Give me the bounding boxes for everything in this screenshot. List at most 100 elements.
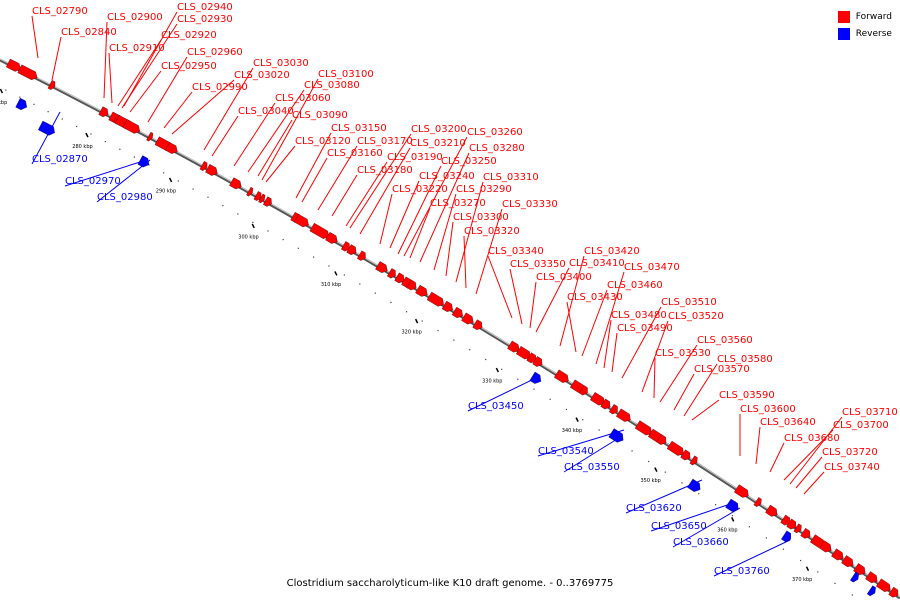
gene-label[interactable]: CLS_03040 [238, 106, 294, 117]
forward-gene[interactable] [341, 241, 350, 252]
gene-label[interactable]: CLS_03520 [668, 311, 724, 322]
reverse-gene[interactable] [529, 371, 542, 384]
forward-gene[interactable] [165, 142, 178, 154]
forward-gene[interactable] [786, 518, 797, 530]
forward-gene[interactable] [526, 352, 537, 364]
reverse-gene[interactable] [781, 530, 791, 542]
forward-gene[interactable] [634, 420, 652, 436]
gene-label[interactable]: CLS_03640 [760, 417, 816, 428]
gene-label[interactable]: CLS_03340 [488, 246, 544, 257]
gene-label[interactable]: CLS_03420 [584, 246, 640, 257]
forward-gene[interactable] [680, 449, 691, 461]
forward-gene[interactable] [205, 164, 218, 176]
forward-gene[interactable] [253, 191, 262, 201]
gene-label[interactable]: CLS_02990 [192, 82, 248, 93]
gene-label[interactable]: CLS_03570 [694, 364, 750, 375]
forward-gene[interactable] [734, 484, 749, 498]
gene-label[interactable]: CLS_03400 [536, 272, 592, 283]
forward-gene[interactable] [472, 319, 483, 331]
gene-label[interactable]: CLS_02840 [61, 27, 117, 38]
gene-label[interactable]: CLS_03530 [655, 348, 711, 359]
gene-label[interactable]: CLS_03030 [253, 58, 309, 69]
gene-label[interactable]: CLS_03650 [651, 521, 707, 532]
gene-label[interactable]: CLS_03430 [567, 292, 623, 303]
forward-gene[interactable] [146, 131, 154, 142]
forward-gene[interactable] [394, 272, 405, 284]
forward-gene[interactable] [246, 186, 254, 197]
reverse-gene[interactable] [866, 585, 876, 597]
gene-label[interactable]: CLS_02940 [177, 2, 233, 13]
forward-gene[interactable] [616, 408, 631, 422]
gene-label[interactable]: CLS_03250 [441, 156, 497, 167]
gene-label[interactable]: CLS_03350 [510, 259, 566, 270]
forward-gene[interactable] [17, 64, 38, 81]
gene-label[interactable]: CLS_03180 [357, 165, 413, 176]
reverse-gene[interactable] [850, 571, 859, 583]
gene-label[interactable]: CLS_03300 [453, 212, 509, 223]
forward-gene[interactable] [357, 250, 366, 261]
gene-label[interactable]: CLS_03460 [607, 280, 663, 291]
gene-label[interactable]: CLS_02900 [107, 12, 163, 23]
gene-label[interactable]: CLS_03150 [331, 123, 387, 134]
forward-gene[interactable] [229, 177, 242, 190]
gene-label[interactable]: CLS_03100 [318, 69, 374, 80]
gene-label[interactable]: CLS_03490 [617, 323, 673, 334]
gene-label[interactable]: CLS_03190 [387, 152, 443, 163]
reverse-gene[interactable] [608, 428, 624, 443]
gene-label[interactable]: CLS_03760 [714, 566, 770, 577]
gene-label[interactable]: CLS_03510 [661, 297, 717, 308]
reverse-gene[interactable] [137, 155, 150, 168]
forward-gene[interactable] [47, 79, 56, 90]
forward-gene[interactable] [325, 231, 338, 244]
gene-label[interactable]: CLS_02960 [187, 47, 243, 58]
forward-gene[interactable] [309, 222, 330, 239]
forward-gene[interactable] [532, 356, 543, 367]
gene-label[interactable]: CLS_03310 [483, 172, 539, 183]
forward-gene[interactable] [415, 284, 428, 297]
forward-gene[interactable] [831, 548, 844, 561]
gene-label[interactable]: CLS_03410 [569, 258, 625, 269]
gene-label[interactable]: CLS_03160 [327, 148, 383, 159]
gene-label[interactable]: CLS_03540 [538, 446, 594, 457]
forward-gene[interactable] [888, 586, 899, 598]
forward-gene[interactable] [666, 440, 684, 456]
forward-gene[interactable] [98, 106, 109, 118]
forward-gene[interactable] [590, 392, 605, 406]
gene-label[interactable]: CLS_03580 [717, 354, 773, 365]
gene-label[interactable]: CLS_03720 [822, 447, 878, 458]
forward-gene[interactable] [5, 58, 21, 72]
gene-label[interactable]: CLS_02910 [109, 43, 165, 54]
gene-label[interactable]: CLS_03330 [502, 199, 558, 210]
forward-gene[interactable] [800, 527, 811, 539]
gene-label[interactable]: CLS_03620 [626, 503, 682, 514]
forward-gene[interactable] [293, 214, 309, 228]
gene-label[interactable]: CLS_03600 [740, 404, 796, 415]
gene-label[interactable]: CLS_03550 [564, 462, 620, 473]
gene-label[interactable]: CLS_03170 [357, 136, 413, 147]
gene-label[interactable]: CLS_03080 [304, 80, 360, 91]
gene-label[interactable]: CLS_03120 [295, 136, 351, 147]
forward-gene[interactable] [426, 291, 444, 307]
forward-gene[interactable] [876, 578, 891, 592]
gene-label[interactable]: CLS_03240 [419, 171, 475, 182]
gene-label[interactable]: CLS_02980 [97, 192, 153, 203]
gene-label[interactable]: CLS_03270 [430, 198, 486, 209]
forward-gene[interactable] [793, 523, 802, 534]
forward-gene[interactable] [507, 340, 520, 353]
forward-gene[interactable] [753, 497, 762, 507]
forward-gene[interactable] [461, 312, 474, 325]
gene-label[interactable]: CLS_03680 [784, 433, 840, 444]
forward-gene[interactable] [451, 306, 463, 318]
gene-label[interactable]: CLS_03320 [464, 226, 520, 237]
forward-gene[interactable] [689, 455, 698, 466]
gene-label[interactable]: CLS_03020 [234, 70, 290, 81]
gene-label[interactable]: CLS_03450 [468, 401, 524, 412]
gene-label[interactable]: CLS_02970 [65, 176, 121, 187]
gene-label[interactable]: CLS_03210 [410, 138, 466, 149]
forward-gene[interactable] [600, 398, 611, 410]
forward-gene[interactable] [819, 540, 832, 553]
gene-label[interactable]: CLS_03660 [673, 537, 729, 548]
gene-label[interactable]: CLS_03590 [719, 390, 775, 401]
forward-gene[interactable] [263, 196, 272, 207]
forward-gene[interactable] [375, 261, 388, 273]
